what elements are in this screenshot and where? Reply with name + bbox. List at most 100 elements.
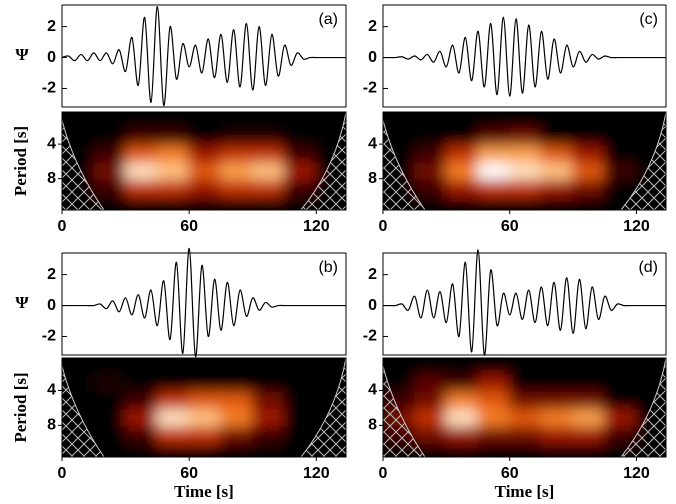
x-tick-label: 60 xyxy=(501,218,519,235)
coi-edge xyxy=(620,358,666,457)
heat-cell xyxy=(92,112,127,131)
heat-cell xyxy=(540,197,575,210)
heat-cell xyxy=(283,112,318,131)
heat-cell xyxy=(124,391,159,412)
y-tick-label: 0 xyxy=(47,297,56,314)
heat-cell xyxy=(251,128,286,148)
x-tick-label: 120 xyxy=(623,465,650,482)
panel-label: (d) xyxy=(638,259,658,276)
heat-cell xyxy=(283,374,318,394)
x-tick-label: 120 xyxy=(303,218,330,235)
coi-edge xyxy=(62,365,105,457)
heat-cell xyxy=(477,374,511,394)
heat-cell xyxy=(413,409,448,429)
heat-cell xyxy=(251,197,286,210)
heat-cell xyxy=(572,128,606,148)
waveform xyxy=(61,5,346,107)
heat-cell xyxy=(251,145,286,165)
heat-cell xyxy=(445,162,480,182)
heat-cell xyxy=(156,145,191,165)
heat-cell xyxy=(92,409,127,429)
heat-cell xyxy=(445,358,480,377)
heat-cell xyxy=(188,197,222,210)
coi-edge xyxy=(300,358,346,457)
plot-frame xyxy=(382,252,667,356)
heat-cell xyxy=(188,358,222,377)
heat-cell xyxy=(635,358,666,377)
heat-cell xyxy=(572,374,606,394)
heat-cell xyxy=(445,112,480,131)
heat-cell xyxy=(508,112,543,131)
heat-cell xyxy=(477,112,511,131)
heat-cell xyxy=(283,358,318,377)
heat-cell xyxy=(283,409,318,429)
heat-cell xyxy=(572,444,606,457)
y-axis-label: Ψ xyxy=(15,45,29,64)
cone-of-influence xyxy=(62,120,104,210)
cone-of-influence xyxy=(301,358,346,457)
heat-cell xyxy=(477,426,511,447)
heat-cell xyxy=(477,391,511,412)
heat-cell xyxy=(124,162,159,182)
heat-cell xyxy=(188,374,222,394)
heat-cell xyxy=(603,145,638,165)
heat-cell xyxy=(383,112,416,131)
heat-cell xyxy=(124,128,159,148)
heat-cell xyxy=(124,112,159,131)
heat-cell xyxy=(540,145,575,165)
y-axis-label: Period [s] xyxy=(11,126,30,196)
heat-cell xyxy=(445,444,480,457)
x-tick-label: 0 xyxy=(379,218,388,235)
coi-edge xyxy=(383,119,426,210)
y-axis-label: Period [s] xyxy=(11,372,30,442)
heat-cell xyxy=(124,426,159,447)
heat-cell xyxy=(188,112,222,131)
coi-edge xyxy=(62,119,105,210)
heat-cell xyxy=(477,128,511,148)
heat-cell xyxy=(124,444,159,457)
x-axis-label: Time [s] xyxy=(495,482,555,501)
heat-cell xyxy=(540,358,575,377)
plot-frame xyxy=(61,4,347,108)
y-tick-label: 0 xyxy=(47,49,56,66)
heat-cell xyxy=(572,426,606,447)
cone-of-influence xyxy=(383,366,425,457)
heat-cell xyxy=(508,444,543,457)
heat-cell xyxy=(62,358,95,377)
heat-cell xyxy=(219,358,254,377)
y-tick-label: 4 xyxy=(47,382,56,399)
heat-cell xyxy=(156,409,191,429)
x-tick-label: 0 xyxy=(379,465,388,482)
heat-cell xyxy=(445,374,480,394)
heat-cell xyxy=(413,112,448,131)
heat-cell xyxy=(156,128,191,148)
x-tick-label: 120 xyxy=(303,465,330,482)
heat-cell xyxy=(383,128,416,148)
heat-cell xyxy=(508,358,543,377)
y-tick-label: 4 xyxy=(368,135,377,152)
heat-cell xyxy=(572,391,606,412)
heat-cell xyxy=(445,179,480,200)
cone-of-influence xyxy=(301,112,346,210)
panel-label: (a) xyxy=(318,11,338,28)
heat-cell xyxy=(477,358,511,377)
heat-cell xyxy=(251,112,286,131)
heat-cell xyxy=(572,162,606,182)
heat-cell xyxy=(188,426,222,447)
heat-cell xyxy=(572,409,606,429)
heat-cell xyxy=(508,197,543,210)
heatmap xyxy=(383,358,666,457)
cone-of-influence xyxy=(62,366,104,457)
plot-frame xyxy=(382,357,667,458)
heat-cell xyxy=(635,112,666,131)
heat-cell xyxy=(283,426,318,447)
panel-label: (b) xyxy=(318,259,338,276)
heat-cell xyxy=(603,128,638,148)
y-tick-label: 2 xyxy=(368,18,377,35)
heat-cell xyxy=(188,145,222,165)
heat-cell xyxy=(413,145,448,165)
coi-edge xyxy=(300,112,346,210)
heat-cell xyxy=(156,444,191,457)
heatmap-cells xyxy=(62,358,346,457)
heat-cell xyxy=(445,409,480,429)
